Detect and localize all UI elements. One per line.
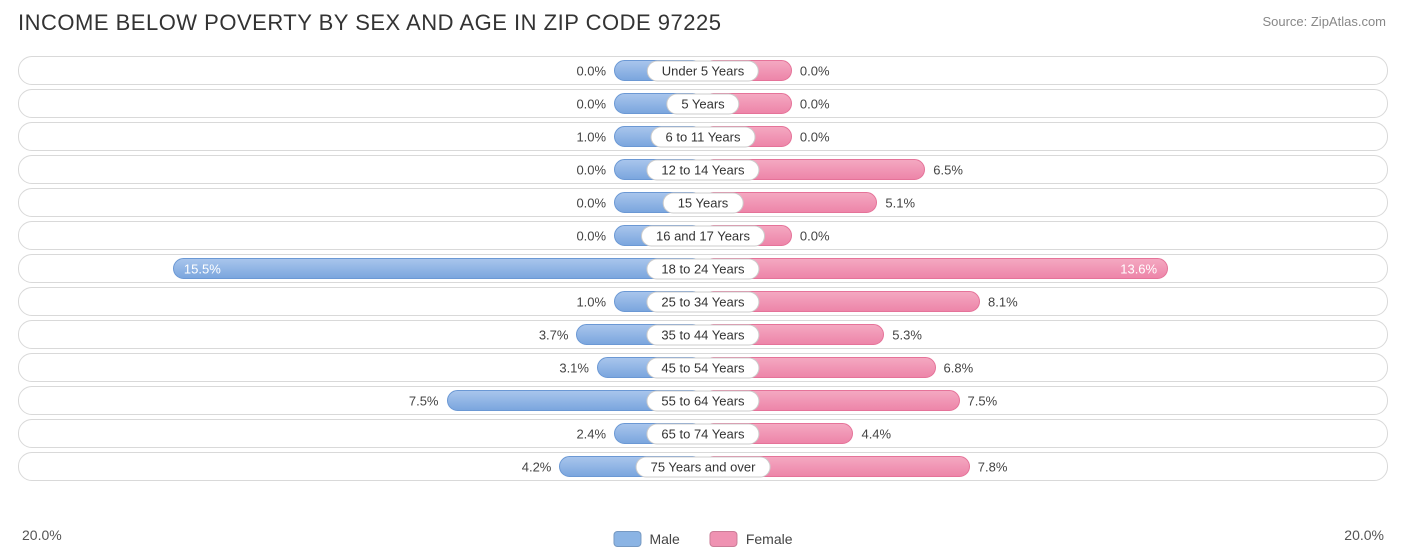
female-value-label: 0.0%: [800, 96, 830, 111]
male-value-label: 0.0%: [576, 96, 606, 111]
chart-row: 1.0% 0.0% 6 to 11 Years: [18, 122, 1388, 151]
female-value-label: 7.5%: [968, 393, 998, 408]
female-value-label: 6.5%: [933, 162, 963, 177]
category-label: 25 to 34 Years: [646, 291, 759, 312]
chart-row: 0.0% 5.1% 15 Years: [18, 188, 1388, 217]
male-value-label: 0.0%: [576, 228, 606, 243]
chart-row: 4.2% 7.8% 75 Years and over: [18, 452, 1388, 481]
female-value-label: 4.4%: [861, 426, 891, 441]
male-value-label: 0.0%: [576, 162, 606, 177]
legend-item-female: Female: [710, 531, 793, 547]
male-value-label: 1.0%: [576, 294, 606, 309]
female-value-label: 8.1%: [988, 294, 1018, 309]
category-label: 5 Years: [666, 93, 739, 114]
legend-female-label: Female: [746, 531, 793, 547]
female-value-label: 6.8%: [944, 360, 974, 375]
category-label: 16 and 17 Years: [641, 225, 765, 246]
chart-row: 1.0% 8.1% 25 to 34 Years: [18, 287, 1388, 316]
male-value-label: 7.5%: [409, 393, 439, 408]
chart-row: 15.5% 13.6% 18 to 24 Years: [18, 254, 1388, 283]
male-value-label: 3.7%: [539, 327, 569, 342]
chart-row: 0.0% 0.0% 16 and 17 Years: [18, 221, 1388, 250]
category-label: 18 to 24 Years: [646, 258, 759, 279]
male-value-label: 15.5%: [184, 261, 221, 276]
male-value-label: 2.4%: [576, 426, 606, 441]
category-label: 6 to 11 Years: [651, 126, 756, 147]
female-value-label: 13.6%: [1120, 261, 1157, 276]
axis-scale-right: 20.0%: [1344, 527, 1384, 543]
source-attribution: Source: ZipAtlas.com: [1262, 14, 1386, 29]
chart-title: INCOME BELOW POVERTY BY SEX AND AGE IN Z…: [18, 10, 721, 36]
category-label: 75 Years and over: [636, 456, 771, 477]
female-value-label: 5.1%: [885, 195, 915, 210]
category-label: 55 to 64 Years: [646, 390, 759, 411]
legend: Male Female: [613, 531, 792, 547]
chart-row: 0.0% 6.5% 12 to 14 Years: [18, 155, 1388, 184]
chart-row: 2.4% 4.4% 65 to 74 Years: [18, 419, 1388, 448]
category-label: 45 to 54 Years: [646, 357, 759, 378]
female-bar: 13.6%: [703, 258, 1168, 279]
chart-row: 7.5% 7.5% 55 to 64 Years: [18, 386, 1388, 415]
chart-row: 3.1% 6.8% 45 to 54 Years: [18, 353, 1388, 382]
female-value-label: 0.0%: [800, 228, 830, 243]
female-swatch-icon: [710, 531, 738, 547]
category-label: 12 to 14 Years: [646, 159, 759, 180]
category-label: 35 to 44 Years: [646, 324, 759, 345]
male-swatch-icon: [613, 531, 641, 547]
chart-row: 0.0% 0.0% Under 5 Years: [18, 56, 1388, 85]
female-value-label: 0.0%: [800, 129, 830, 144]
legend-male-label: Male: [649, 531, 679, 547]
male-value-label: 1.0%: [576, 129, 606, 144]
chart-area: 0.0% 0.0% Under 5 Years 0.0% 0.0% 5 Years 1.0%…: [18, 56, 1388, 519]
male-value-label: 3.1%: [559, 360, 589, 375]
male-value-label: 0.0%: [576, 195, 606, 210]
chart-row: 0.0% 0.0% 5 Years: [18, 89, 1388, 118]
male-bar: 15.5%: [173, 258, 703, 279]
female-value-label: 0.0%: [800, 63, 830, 78]
category-label: Under 5 Years: [647, 60, 759, 81]
category-label: 15 Years: [663, 192, 744, 213]
female-value-label: 7.8%: [978, 459, 1008, 474]
legend-item-male: Male: [613, 531, 679, 547]
male-value-label: 0.0%: [576, 63, 606, 78]
male-value-label: 4.2%: [522, 459, 552, 474]
chart-row: 3.7% 5.3% 35 to 44 Years: [18, 320, 1388, 349]
category-label: 65 to 74 Years: [646, 423, 759, 444]
female-value-label: 5.3%: [892, 327, 922, 342]
axis-scale-left: 20.0%: [22, 527, 62, 543]
